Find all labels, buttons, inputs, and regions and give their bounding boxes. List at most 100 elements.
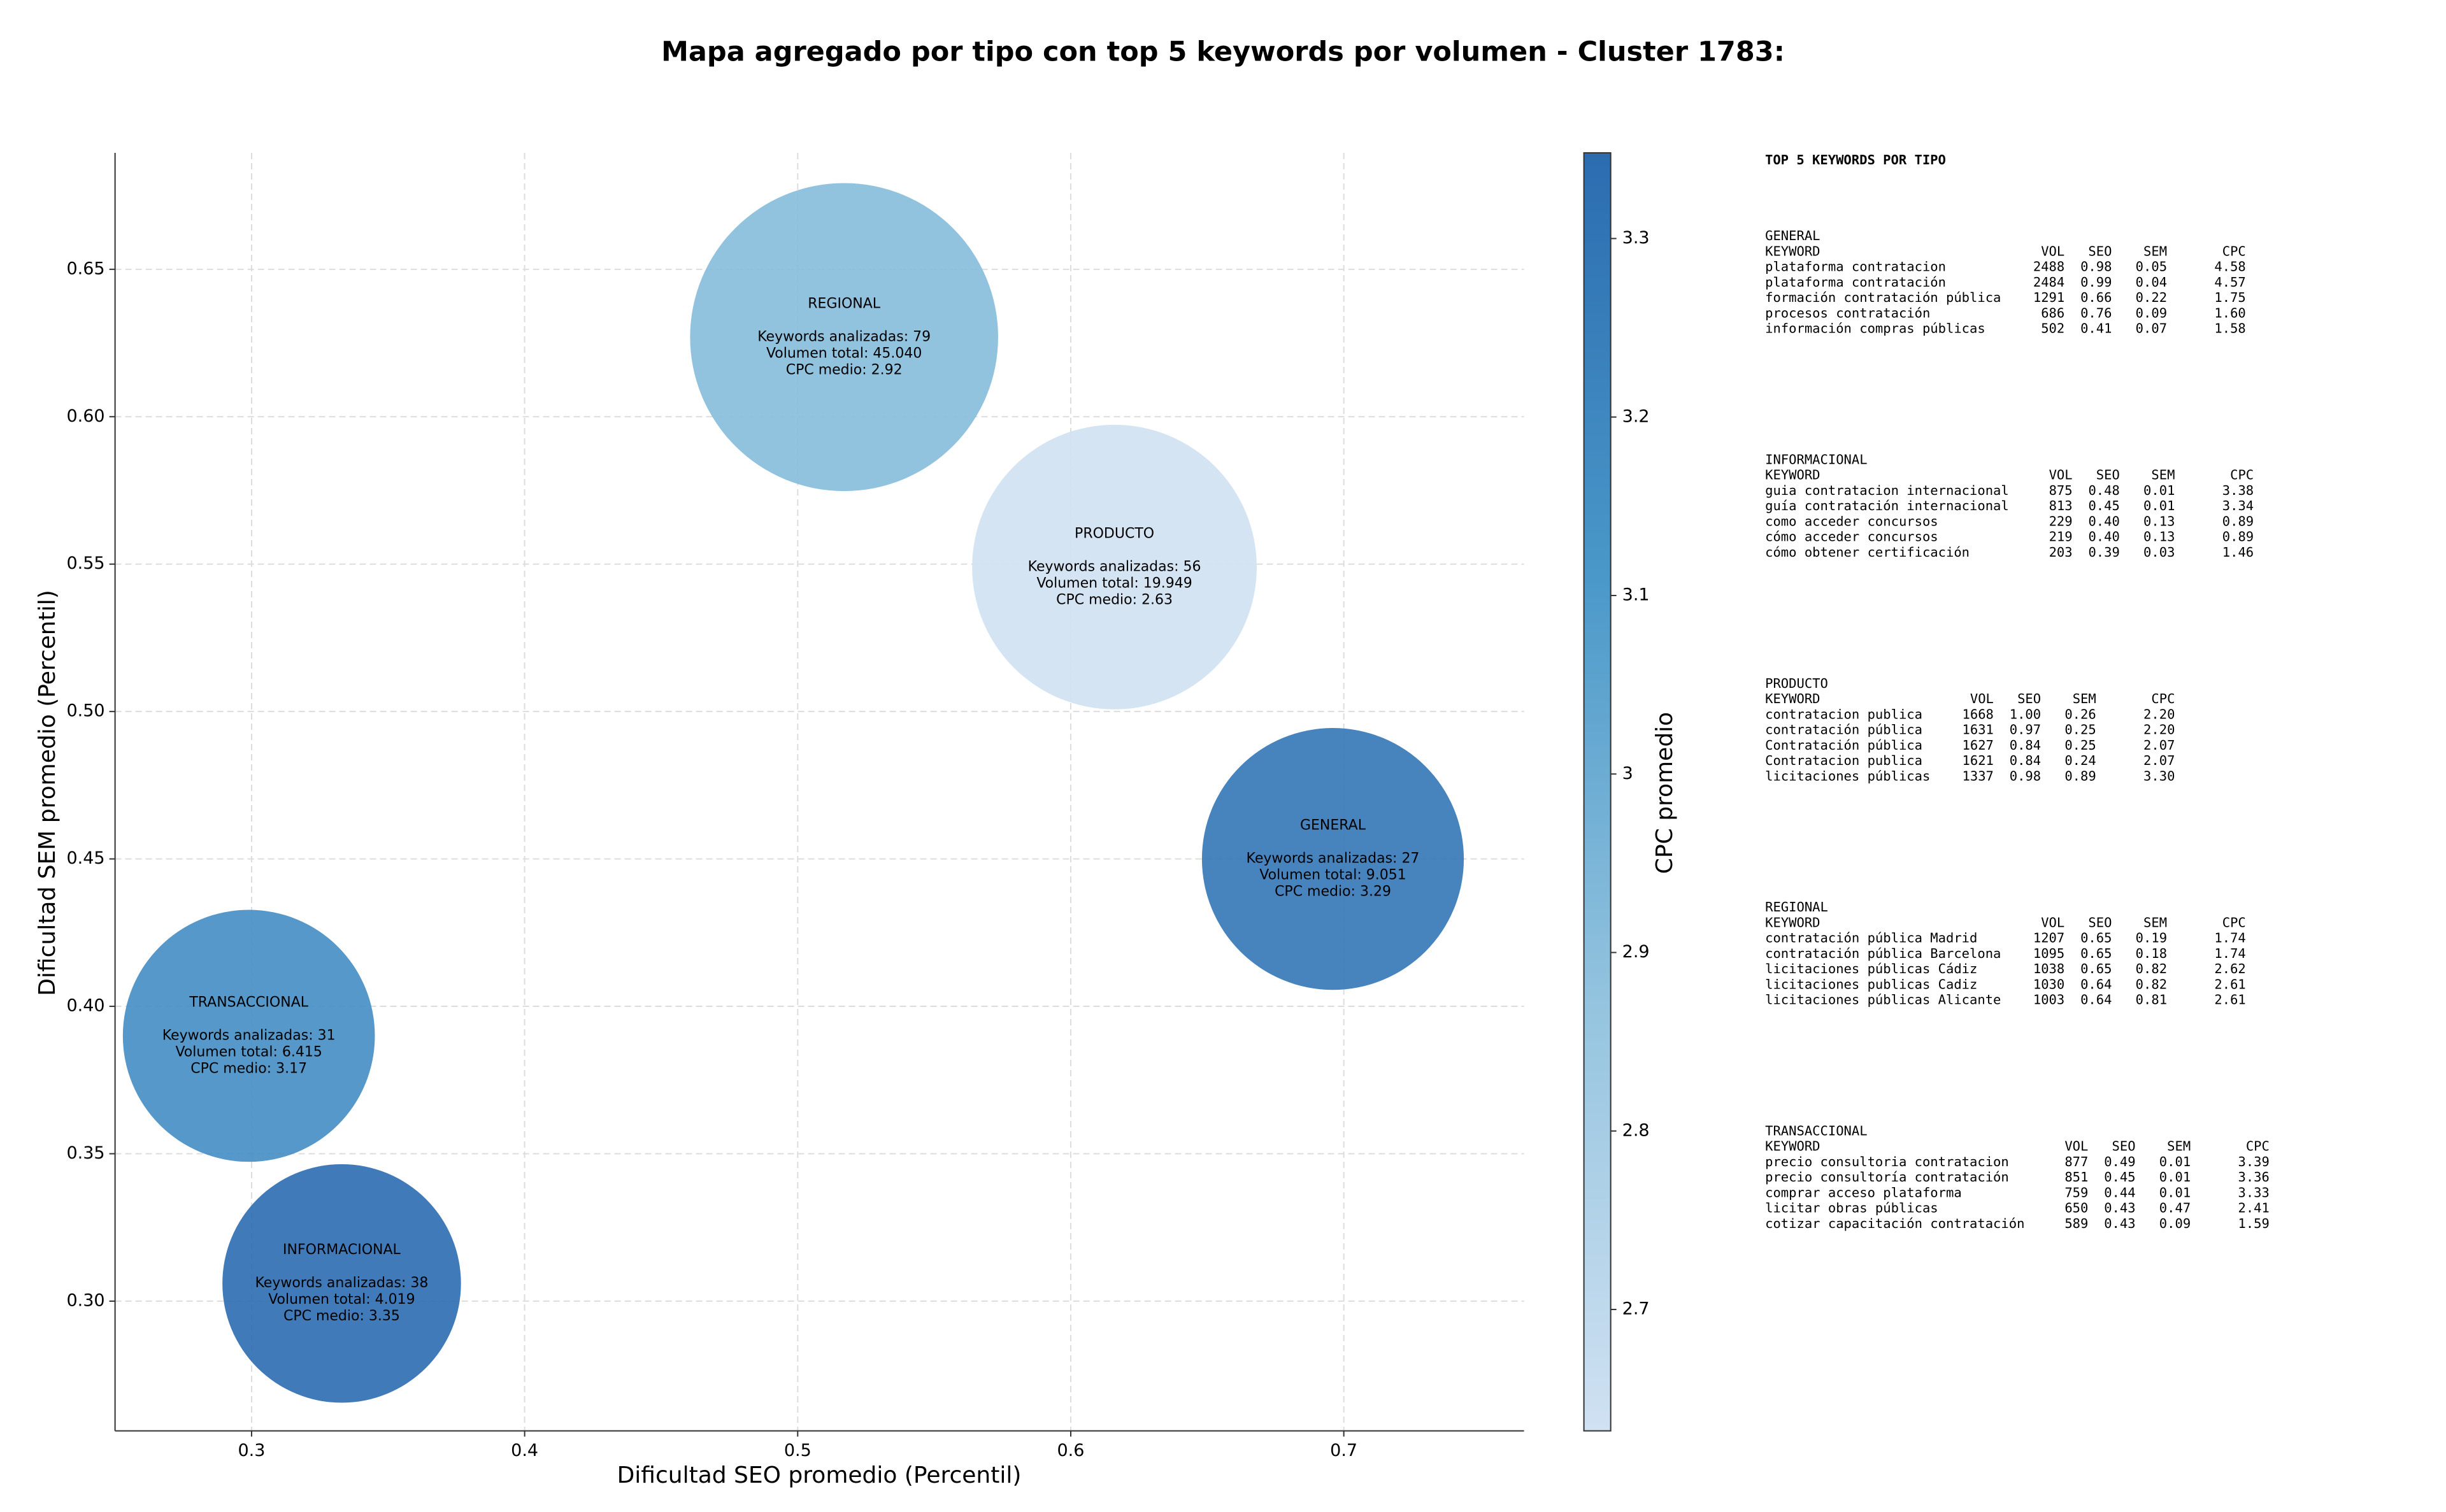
table-cell: 3.34 — [2222, 498, 2254, 513]
table-cell: SEO — [2017, 691, 2041, 706]
y-tick-label: 0.40 — [66, 996, 104, 1016]
table-cell: 1627 — [1963, 738, 1994, 753]
bubble-label: CPC medio: 2.92 — [786, 362, 903, 378]
table-cell: 0.13 — [2143, 529, 2175, 545]
table-cell: KEYWORD — [1765, 691, 1820, 706]
table-cell: 0.82 — [2136, 976, 2167, 992]
table-cell: 0.13 — [2143, 513, 2175, 529]
table-cell: precio consultoría contratación — [1765, 1169, 2009, 1185]
table-cell: 2.41 — [2238, 1201, 2270, 1216]
table-cell: 0.66 — [2080, 290, 2112, 305]
table-cell: 813 — [2049, 498, 2073, 513]
table-cell: 0.47 — [2159, 1201, 2191, 1216]
table-cell: 1291 — [2033, 290, 2064, 305]
table-cell: 2.61 — [2214, 976, 2245, 992]
table-cell: 0.48 — [2088, 483, 2119, 498]
table-cell: CPC — [2151, 691, 2175, 706]
bubble-label: Keywords analizadas: 79 — [757, 329, 931, 345]
bubble-label: Volumen total: 4.019 — [268, 1292, 415, 1308]
table-cell: 0.89 — [2222, 513, 2254, 529]
table-cell: licitar obras públicas — [1765, 1201, 1938, 1216]
table-cell: 0.84 — [2010, 738, 2041, 753]
table-cell: 0.01 — [2143, 483, 2175, 498]
table-cell: 3.33 — [2238, 1185, 2270, 1200]
bubble-label: Volumen total: 6.415 — [175, 1044, 322, 1060]
bubble-label: Volumen total: 45.040 — [766, 345, 922, 361]
table-cell: SEO — [2088, 915, 2112, 930]
bubble-label: CPC medio: 3.17 — [190, 1060, 307, 1076]
table-cell: 1668 — [1963, 706, 1994, 722]
table-cell: 650 — [2064, 1201, 2088, 1216]
table-cell: 1.58 — [2214, 321, 2245, 336]
table-cell: 1095 — [2033, 946, 2064, 961]
table-cell: 0.81 — [2136, 992, 2167, 1008]
y-tick-label: 0.35 — [66, 1143, 104, 1163]
x-tick-label: 0.7 — [1330, 1441, 1357, 1460]
table-cell: Contratacion publica — [1765, 753, 1922, 768]
table-cell: 219 — [2049, 529, 2073, 545]
colorbar-tick-label: 2.7 — [1622, 1299, 1650, 1319]
table-cell: cotizar capacitación contratación — [1765, 1216, 2024, 1231]
table-cell: contratacion publica — [1765, 706, 1922, 722]
table-cell: 0.43 — [2104, 1216, 2135, 1231]
bubble-label: CPC medio: 2.63 — [1056, 592, 1173, 608]
table-cell: 1337 — [1963, 768, 1994, 783]
table-cell: 502 — [2041, 321, 2064, 336]
table-cell: 0.82 — [2136, 961, 2167, 976]
table-cell: 0.41 — [2080, 321, 2112, 336]
table-cell: contratación pública Barcelona — [1765, 946, 2001, 961]
table-cell: 1.60 — [2214, 305, 2245, 320]
table-cell: 0.65 — [2080, 946, 2112, 961]
table-cell: precio consultoria contratacion — [1765, 1154, 2009, 1169]
y-tick-label: 0.55 — [66, 553, 104, 573]
table-cell: 0.09 — [2136, 305, 2167, 320]
y-tick-label: 0.50 — [66, 701, 104, 721]
table-cell: 2484 — [2033, 275, 2064, 290]
table-cell: 0.25 — [2064, 722, 2096, 738]
panel-title: TOP 5 KEYWORDS POR TIPO — [1765, 152, 1946, 168]
chart-title: Mapa agregado por tipo con top 5 keyword… — [661, 36, 1785, 68]
table-cell: 1.46 — [2222, 545, 2254, 560]
table-cell: 0.01 — [2159, 1154, 2191, 1169]
bubble-name: TRANSACCIONAL — [189, 994, 308, 1010]
table-cell: 0.64 — [2080, 976, 2112, 992]
table-cell: 0.24 — [2064, 753, 2096, 768]
table-cell: información compras públicas — [1765, 321, 1985, 336]
x-tick-label: 0.5 — [784, 1441, 812, 1460]
table-cell: contratación pública — [1765, 722, 1922, 738]
colorbar-tick-label: 2.8 — [1622, 1120, 1650, 1140]
table-cell: 0.18 — [2136, 946, 2167, 961]
table-cell: 0.98 — [2080, 259, 2112, 275]
table-cell: KEYWORD — [1765, 1139, 1820, 1154]
bubble — [972, 424, 1257, 710]
bubble-label: Volumen total: 9.051 — [1259, 867, 1406, 883]
table-cell: 0.65 — [2080, 961, 2112, 976]
table-cell: 0.89 — [2064, 768, 2096, 783]
bubble-name: GENERAL — [1300, 818, 1366, 834]
bubble-label: Keywords analizadas: 31 — [162, 1027, 336, 1043]
bubble-name: PRODUCTO — [1075, 525, 1154, 541]
table-cell: 0.44 — [2104, 1185, 2135, 1200]
table-cell: 203 — [2049, 545, 2073, 560]
table-cell: 0.40 — [2088, 529, 2119, 545]
table-cell: plataforma contratación — [1765, 275, 1946, 290]
y-tick-label: 0.60 — [66, 406, 104, 426]
table-name: PRODUCTO — [1765, 676, 1828, 691]
table-cell: 3.36 — [2238, 1169, 2270, 1185]
table-cell: VOL — [2041, 915, 2064, 930]
table-name: REGIONAL — [1765, 899, 1828, 915]
table-cell: plataforma contratacion — [1765, 259, 1946, 275]
table-cell: 1.74 — [2214, 946, 2245, 961]
table-cell: comprar acceso plataforma — [1765, 1185, 1962, 1200]
table-cell: 1.59 — [2238, 1216, 2270, 1231]
table-cell: VOL — [2049, 467, 2073, 483]
table-cell: 686 — [2041, 305, 2064, 320]
x-tick-label: 0.4 — [511, 1441, 538, 1460]
colorbar-tick-label: 3.3 — [1622, 228, 1650, 248]
table-cell: 0.65 — [2080, 931, 2112, 946]
table-cell: 0.84 — [2010, 753, 2041, 768]
x-tick-label: 0.3 — [238, 1441, 265, 1460]
table-cell: 0.01 — [2143, 498, 2175, 513]
